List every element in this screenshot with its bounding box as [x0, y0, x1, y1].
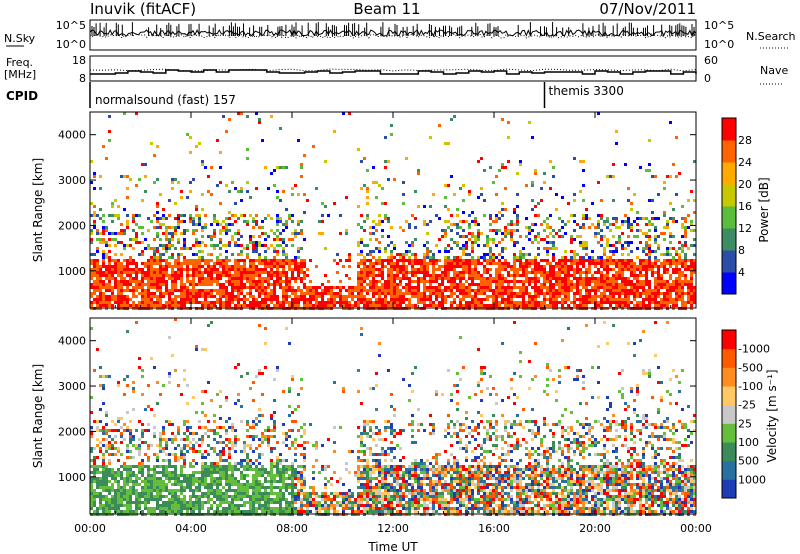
colorbar-tick-label: 8 [738, 244, 745, 257]
velocity-ylabel: Slant Range [km] [31, 364, 45, 468]
colorbar-swatch [722, 272, 736, 295]
colorbar-swatch [722, 330, 736, 350]
colorbar-tick-label: 24 [738, 156, 752, 169]
freq-tick-bottom: 8 [79, 72, 86, 85]
x-tick-label: 08:00 [276, 522, 308, 535]
colorbar-swatch [722, 479, 736, 499]
colorbar-tick-label: -25 [738, 399, 756, 412]
cpid-mode-2: themis 3300 [549, 84, 624, 98]
cpid-panel: CPID normalsound (fast) 157 themis 3300 [6, 82, 624, 108]
nave-label: Nave [760, 64, 788, 77]
station-title: Inuvik (fitACF) [90, 0, 196, 18]
sky-right-tick-top: 10^5 [704, 19, 734, 32]
colorbar-swatch [722, 386, 736, 406]
colorbar-tick-label: 28 [738, 134, 752, 147]
velocity-colorbar-label: Velocity [m s⁻¹] [765, 369, 779, 462]
nave-trace [89, 68, 697, 72]
freq-panel: Freq. [MHz] 18 8 60 0 Nave [4, 54, 788, 85]
colorbar-tick-label: 100 [738, 436, 759, 449]
colorbar-frame [721, 117, 737, 295]
x-tick-label: 16:00 [478, 522, 510, 535]
power-heatmap [90, 112, 696, 310]
sky-left-tick-top: 10^5 [56, 19, 86, 32]
colorbar-swatch [722, 250, 736, 273]
freq-label-2: [MHz] [4, 68, 36, 81]
x-tick-label: 04:00 [175, 522, 207, 535]
colorbar-swatch [722, 118, 736, 141]
colorbar-tick-label: 25 [738, 417, 752, 430]
sky-spikes [91, 22, 695, 36]
y-tick-label: 2000 [58, 219, 86, 232]
colorbar-tick-label: -1000 [738, 343, 770, 356]
search-label: N.Search [746, 30, 796, 43]
colorbar-tick-label: 4 [738, 266, 745, 279]
y-tick-label: 4000 [58, 335, 86, 348]
x-tick-label: 12:00 [377, 522, 409, 535]
x-tick-label: 00:00 [74, 522, 106, 535]
y-tick-label: 3000 [58, 174, 86, 187]
freq-tick-top: 18 [72, 54, 86, 67]
colorbar-swatch [722, 404, 736, 424]
nave-tick-bottom: 0 [704, 72, 711, 85]
x-axis-label: Time UT [367, 540, 418, 554]
colorbar-swatch [722, 162, 736, 185]
colorbar-swatch [722, 206, 736, 229]
colorbar-tick-label: 12 [738, 222, 752, 235]
y-tick-label: 4000 [58, 129, 86, 142]
y-tick-label: 2000 [58, 425, 86, 438]
colorbar-tick-label: 500 [738, 455, 759, 468]
colorbar-swatch [722, 442, 736, 462]
sky-label: N.Sky [4, 32, 36, 45]
power-colorbar-label: Power [dB] [757, 177, 771, 242]
colorbar-swatch [722, 228, 736, 251]
sky-left-tick-bottom: 10^0 [56, 38, 86, 51]
sky-right-tick-bottom: 10^0 [704, 38, 734, 51]
x-axis: 00:00 04:00 08:00 12:00 16:00 20:00 00:00 [74, 112, 712, 535]
x-tick-label: 00:00 [680, 522, 712, 535]
colorbar-frame [721, 329, 737, 499]
y-tick-label: 1000 [58, 265, 86, 278]
colorbar-tick-label: 16 [738, 200, 752, 213]
colorbar-swatch [722, 184, 736, 207]
date-title: 07/Nov/2011 [599, 0, 696, 18]
velocity-heatmap [90, 318, 696, 516]
nave-tick-top: 60 [704, 54, 718, 67]
beam-title: Beam 11 [353, 0, 420, 18]
freq-trace [90, 69, 697, 75]
colorbar-swatch [722, 140, 736, 163]
velocity-panel: 1000 2000 3000 4000 Slant Range [km] 1000 50… [31, 317, 779, 516]
colorbar-tick-label: -100 [738, 380, 763, 393]
sky-panel: N.Sky 10^5 10^0 10^5 10^0 N.Search [4, 19, 796, 51]
colorbar-swatch [722, 423, 736, 443]
colorbar-tick-label: -500 [738, 361, 763, 374]
power-ylabel: Slant Range [km] [31, 158, 45, 262]
colorbar-tick-label: 1000 [738, 473, 766, 486]
freq-label-1: Freq. [6, 56, 33, 69]
y-tick-label: 1000 [58, 471, 86, 484]
colorbar-swatch [722, 460, 736, 480]
colorbar-swatch [722, 367, 736, 387]
x-tick-label: 20:00 [579, 522, 611, 535]
colorbar-swatch [722, 348, 736, 368]
cpid-label: CPID [6, 89, 38, 103]
power-panel: 1000 2000 3000 4000 Slant Range [km] 4 8 12 16… [31, 111, 771, 310]
cpid-mode-1: normalsound (fast) 157 [95, 93, 236, 107]
y-tick-label: 3000 [58, 380, 86, 393]
colorbar-tick-label: 20 [738, 178, 752, 191]
